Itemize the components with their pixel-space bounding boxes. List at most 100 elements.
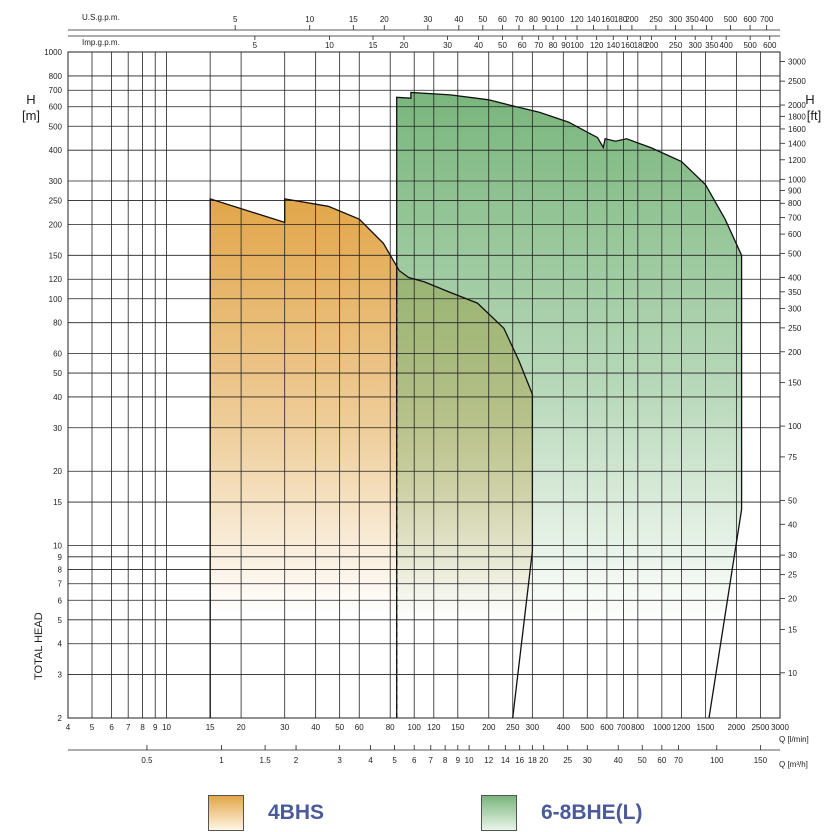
x-tick-label-m3h: 20: [539, 756, 548, 765]
x-tick-label-m3h: 3: [337, 756, 342, 765]
y-tick-label-ft: 25: [788, 571, 797, 580]
x-tick-label-impgpm: 20: [400, 41, 409, 50]
x-tick-label-m3h: 2: [294, 756, 299, 765]
y-tick-label-ft: 300: [788, 304, 802, 313]
x-axis-m3h: 0.5 1 1.5 2 3 4 5 6 7 8 9 10 12 14 16 18 20 25 30 40 50 60 70 1…: [68, 745, 780, 765]
x-tick-label-lmin: 8: [140, 723, 145, 732]
x-tick-label-impgpm: 200: [645, 41, 659, 50]
x-tick-label-lmin: 700: [617, 723, 631, 732]
y-tick-label-m: 300: [49, 177, 63, 186]
y-tick-label-ft: 3000: [788, 58, 806, 67]
x-tick-label-m3h: 4: [368, 756, 373, 765]
y-tick-label-ft: 30: [788, 551, 797, 560]
x-tick-label-usgpm: 250: [649, 15, 663, 24]
x-tick-label-lmin: 4: [66, 723, 71, 732]
x-tick-label-usgpm: 500: [724, 15, 738, 24]
x-tick-label-lmin: 150: [451, 723, 465, 732]
x-tick-label-m3h: 50: [638, 756, 647, 765]
x-tick-label-m3h: 16: [515, 756, 524, 765]
x-tick-label-m3h: 18: [528, 756, 537, 765]
y-tick-label-m: 60: [53, 350, 62, 359]
y-tick-label-m: 8: [58, 565, 63, 574]
x-tick-label-impgpm: 80: [549, 41, 558, 50]
y-tick-label-ft: 1000: [788, 175, 806, 184]
x-tick-label-m3h: 30: [583, 756, 592, 765]
x-tick-label-lmin: 6: [109, 723, 114, 732]
x-tick-label-usgpm: 400: [700, 15, 714, 24]
y-tick-label-m: 50: [53, 369, 62, 378]
y-tick-label-m: 40: [53, 393, 62, 402]
x-tick-label-usgpm: 700: [760, 15, 774, 24]
x-tick-label-m3h: 10: [465, 756, 474, 765]
x-tick-label-impgpm: 30: [443, 41, 452, 50]
x-tick-label-impgpm: 60: [518, 41, 527, 50]
y-tick-label-m: 3: [58, 671, 63, 680]
series-outline-4bhs: [209, 198, 534, 718]
x-tick-label-usgpm: 140: [587, 15, 601, 24]
x-tick-label-usgpm: 90: [542, 15, 551, 24]
y-tick-label-m: 15: [53, 498, 62, 507]
y-axis-title: TOTAL HEAD: [33, 612, 45, 680]
x-tick-label-lmin: 250: [506, 723, 520, 732]
x-unit-m3h: Q [m³/h]: [779, 760, 808, 769]
x-tick-label-usgpm: 120: [570, 15, 584, 24]
x-tick-label-impgpm: 90: [561, 41, 570, 50]
y-tick-label-ft: 500: [788, 250, 802, 259]
x-tick-label-usgpm: 50: [478, 15, 487, 24]
x-tick-label-m3h: 150: [754, 756, 768, 765]
y-tick-label-ft: 20: [788, 595, 797, 604]
x-tick-label-m3h: 8: [443, 756, 448, 765]
y-tick-label-m: 100: [49, 295, 63, 304]
legend-68bhe: 6-8BHE(L): [481, 795, 643, 831]
x-tick-label-m3h: 70: [674, 756, 683, 765]
x-tick-label-impgpm: 15: [369, 41, 378, 50]
x-tick-label-lmin: 120: [427, 723, 441, 732]
y-tick-label-ft: 400: [788, 274, 802, 283]
x-tick-label-impgpm: 160: [621, 41, 635, 50]
x-tick-label-usgpm: 80: [529, 15, 538, 24]
x-tick-label-lmin: 3000: [771, 723, 789, 732]
x-tick-label-impgpm: 180: [634, 41, 648, 50]
y-tick-label-ft: 50: [788, 496, 797, 505]
y-tick-label-ft: 10: [788, 669, 797, 678]
x-tick-label-usgpm: 15: [349, 15, 358, 24]
x-tick-label-lmin: 1000: [653, 723, 671, 732]
y-tick-label-ft: 15: [788, 625, 797, 634]
x-tick-label-m3h: 60: [657, 756, 666, 765]
x-tick-label-impgpm: 5: [253, 41, 258, 50]
y-unit-right: H [ft]: [805, 92, 821, 123]
x-tick-label-m3h: 14: [501, 756, 510, 765]
x-tick-label-impgpm: 500: [743, 41, 757, 50]
y-tick-label-m: 9: [58, 553, 63, 562]
x-tick-label-lmin: 30: [280, 723, 289, 732]
y-tick-label-ft: 2500: [788, 77, 806, 86]
x-tick-label-lmin: 1500: [697, 723, 715, 732]
x-tick-label-m3h: 9: [456, 756, 461, 765]
x-tick-label-usgpm: 300: [669, 15, 683, 24]
x-tick-label-lmin: 40: [311, 723, 320, 732]
y-tick-label-m: 250: [49, 197, 63, 206]
x-tick-label-m3h: 0.5: [141, 756, 153, 765]
legend-swatch-4bhs: [208, 795, 244, 831]
y-tick-label-m: 10: [53, 542, 62, 551]
x-tick-label-lmin: 7: [126, 723, 131, 732]
x-tick-label-lmin: 300: [526, 723, 540, 732]
x-tick-label-impgpm: 100: [570, 41, 584, 50]
y-tick-label-m: 600: [49, 103, 63, 112]
y-tick-label-m: 200: [49, 220, 63, 229]
x-axis-lmin-ticks: 4 5 6 7 8 9 10 15 20 30 40 50 60 80 100 120 150 200 250 300…: [66, 723, 790, 732]
impgpm-axis-label: Imp.g.p.m.: [82, 38, 120, 47]
y-tick-label-m: 30: [53, 424, 62, 433]
x-tick-label-lmin: 5: [90, 723, 95, 732]
x-tick-label-impgpm: 300: [689, 41, 703, 50]
x-tick-label-usgpm: 5: [233, 15, 238, 24]
x-tick-label-lmin: 2500: [751, 723, 769, 732]
x-tick-label-m3h: 6: [412, 756, 417, 765]
y-tick-label-m: 400: [49, 146, 63, 155]
legend-4bhs: 4BHS: [208, 795, 324, 831]
x-tick-label-impgpm: 140: [607, 41, 621, 50]
usgpm-axis-label: U.S.g.p.m.: [82, 13, 120, 22]
x-tick-label-impgpm: 120: [590, 41, 604, 50]
legend-label-4bhs: 4BHS: [268, 801, 325, 824]
